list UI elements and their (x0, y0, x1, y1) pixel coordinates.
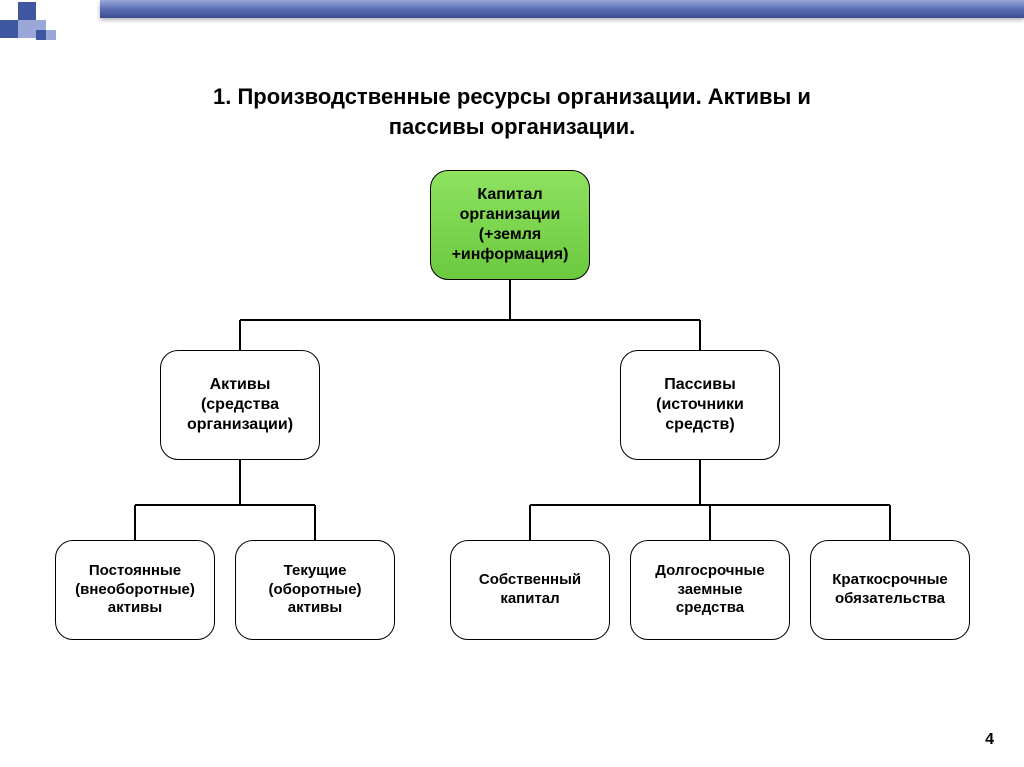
node-label: Текущие(оборотные)активы (268, 562, 361, 618)
slide-number: 4 (985, 731, 994, 749)
node-label: Постоянные(внеоборотные)активы (75, 562, 195, 618)
node-label: Пассивы(источникисредств) (656, 375, 744, 435)
deco-square (46, 30, 56, 40)
node-root: Капиталорганизации(+земля+информация) (430, 170, 590, 280)
deco-square (36, 20, 46, 30)
deco-square (0, 20, 18, 38)
org-diagram: Капиталорганизации(+земля+информация) Акт… (0, 160, 1024, 710)
node-label: Краткосрочныеобязательства (832, 571, 948, 609)
node-pas: Пассивы(источникисредств) (620, 350, 780, 460)
node-p1: Собственныйкапитал (450, 540, 610, 640)
deco-square (18, 2, 36, 20)
node-label: Активы(средстваорганизации) (187, 375, 293, 435)
title-line-1: 1. Производственные ресурсы организации.… (213, 84, 811, 109)
node-label: Собственныйкапитал (479, 571, 581, 609)
deco-square (36, 30, 46, 40)
corner-decoration (0, 0, 100, 60)
deco-square (18, 20, 36, 38)
node-p2: Долгосрочныезаемныесредства (630, 540, 790, 640)
node-label: Капиталорганизации(+земля+информация) (452, 185, 569, 265)
slide-title: 1. Производственные ресурсы организации.… (0, 82, 1024, 141)
node-a1: Постоянные(внеоборотные)активы (55, 540, 215, 640)
node-label: Долгосрочныезаемныесредства (655, 562, 764, 618)
title-line-2: пассивы организации. (389, 114, 636, 139)
node-a2: Текущие(оборотные)активы (235, 540, 395, 640)
node-p3: Краткосрочныеобязательства (810, 540, 970, 640)
top-stripe (100, 0, 1024, 18)
node-act: Активы(средстваорганизации) (160, 350, 320, 460)
